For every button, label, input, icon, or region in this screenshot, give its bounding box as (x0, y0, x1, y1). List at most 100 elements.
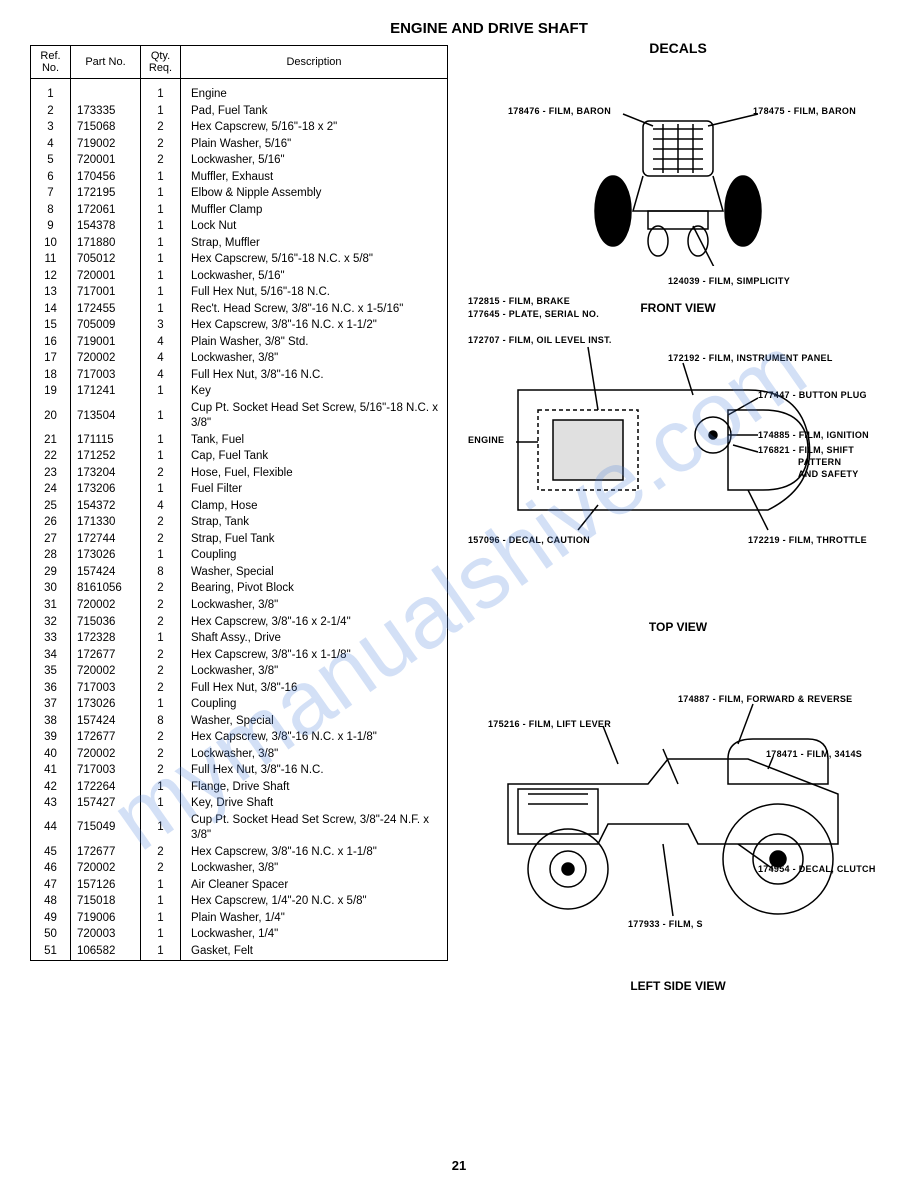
diagram-label: 172219 - FILM, THROTTLE (748, 535, 867, 545)
cell-qty: 1 (141, 169, 181, 186)
cell-ref: 47 (31, 877, 71, 894)
cell-qty: 1 (141, 894, 181, 911)
table-row: 487150181Hex Capscrew, 1/4"-20 N.C. x 5/… (31, 894, 448, 911)
cell-part: 720002 (71, 861, 141, 878)
cell-part: 171252 (71, 449, 141, 466)
table-row: 261713302Strap, Tank (31, 515, 448, 532)
cell-desc: Hex Capscrew, 5/16"-18 x 2" (181, 120, 448, 137)
cell-ref: 2 (31, 103, 71, 120)
table-row: 141724551Rec't. Head Screw, 3/8"-16 N.C.… (31, 301, 448, 318)
cell-qty: 1 (141, 631, 181, 648)
cell-part: 715018 (71, 894, 141, 911)
cell-ref: 48 (31, 894, 71, 911)
cell-ref: 29 (31, 564, 71, 581)
cell-part: 173026 (71, 548, 141, 565)
cell-ref: 17 (31, 351, 71, 368)
top-view-diagram: 172707 - FILM, OIL LEVEL INST.172192 - F… (468, 335, 888, 615)
diagram-label: 175216 - FILM, LIFT LEVER (488, 719, 611, 729)
cell-part: 720002 (71, 746, 141, 763)
table-row: 137170011Full Hex Nut, 5/16"-18 N.C. (31, 285, 448, 302)
top-view-title: TOP VIEW (468, 620, 888, 634)
cell-part: 719006 (71, 910, 141, 927)
cell-desc: Gasket, Felt (181, 943, 448, 960)
cell-ref: 27 (31, 531, 71, 548)
cell-qty: 1 (141, 877, 181, 894)
table-row: 57200012Lockwasher, 5/16" (31, 153, 448, 170)
cell-qty: 4 (141, 334, 181, 351)
table-row: 391726772Hex Capscrew, 3/8"-16 N.C. x 1-… (31, 730, 448, 747)
table-row: 157050093Hex Capscrew, 3/8"-16 N.C. x 1-… (31, 318, 448, 335)
diagram-label: 172707 - FILM, OIL LEVEL INST. (468, 335, 612, 345)
cell-ref: 38 (31, 713, 71, 730)
cell-desc: Coupling (181, 697, 448, 714)
table-row: 91543781Lock Nut (31, 219, 448, 236)
table-row: 37150682Hex Capscrew, 5/16"-18 x 2" (31, 120, 448, 137)
table-row: 467200022Lockwasher, 3/8" (31, 861, 448, 878)
cell-ref: 23 (31, 465, 71, 482)
table-row: 421722641Flange, Drive Shaft (31, 779, 448, 796)
diagram-label: 178476 - FILM, BARON (508, 106, 611, 116)
cell-part: 157424 (71, 564, 141, 581)
cell-qty: 1 (141, 432, 181, 449)
cell-desc: Fuel Filter (181, 482, 448, 499)
cell-desc: Muffler Clamp (181, 202, 448, 219)
cell-part: 157427 (71, 796, 141, 813)
cell-ref: 37 (31, 697, 71, 714)
cell-desc: Hex Capscrew, 3/8"-16 x 1-1/8" (181, 647, 448, 664)
cell-qty: 2 (141, 647, 181, 664)
table-row: 11Engine (31, 87, 448, 104)
cell-desc: Cap, Fuel Tank (181, 449, 448, 466)
cell-part: 715068 (71, 120, 141, 137)
cell-qty: 2 (141, 730, 181, 747)
cell-desc: Clamp, Hose (181, 498, 448, 515)
cell-ref: 33 (31, 631, 71, 648)
cell-ref: 43 (31, 796, 71, 813)
cell-qty: 1 (141, 697, 181, 714)
cell-part: 705012 (71, 252, 141, 269)
cell-qty: 2 (141, 844, 181, 861)
cell-part: 157424 (71, 713, 141, 730)
table-row: 317200022Lockwasher, 3/8" (31, 597, 448, 614)
cell-qty: 1 (141, 943, 181, 960)
cell-ref: 51 (31, 943, 71, 960)
table-row: 47190022Plain Washer, 5/16" (31, 136, 448, 153)
cell-part: 717003 (71, 680, 141, 697)
table-row: 407200022Lockwasher, 3/8" (31, 746, 448, 763)
cell-part: 172455 (71, 301, 141, 318)
cell-part: 170456 (71, 169, 141, 186)
cell-part: 173335 (71, 103, 141, 120)
cell-ref: 21 (31, 432, 71, 449)
cell-ref: 26 (31, 515, 71, 532)
cell-ref: 5 (31, 153, 71, 170)
cell-desc: Hex Capscrew, 3/8"-16 x 2-1/4" (181, 614, 448, 631)
cell-part: 172677 (71, 647, 141, 664)
cell-ref: 28 (31, 548, 71, 565)
cell-ref: 41 (31, 763, 71, 780)
cell-desc: Hex Capscrew, 3/8"-16 N.C. x 1-1/8" (181, 844, 448, 861)
cell-qty: 1 (141, 268, 181, 285)
cell-ref: 8 (31, 202, 71, 219)
table-row: 497190061Plain Washer, 1/4" (31, 910, 448, 927)
cell-desc: Tank, Fuel (181, 432, 448, 449)
cell-desc: Full Hex Nut, 3/8"-16 (181, 680, 448, 697)
cell-desc: Muffler, Exhaust (181, 169, 448, 186)
cell-ref: 39 (31, 730, 71, 747)
header-qty: Qty.Req. (141, 46, 181, 79)
cell-ref: 31 (31, 597, 71, 614)
cell-desc: Air Cleaner Spacer (181, 877, 448, 894)
cell-qty: 4 (141, 351, 181, 368)
table-row: 447150491Cup Pt. Socket Head Set Screw, … (31, 812, 448, 844)
diagram-label: 178471 - FILM, 3414S (766, 749, 862, 759)
cell-ref: 36 (31, 680, 71, 697)
cell-desc: Lock Nut (181, 219, 448, 236)
table-row: 431574271Key, Drive Shaft (31, 796, 448, 813)
diagram-label: 177645 - PLATE, SERIAL NO. (468, 309, 599, 319)
table-row: 191712411Key (31, 384, 448, 401)
cell-ref: 16 (31, 334, 71, 351)
cell-qty: 1 (141, 796, 181, 813)
side-view-title: LEFT SIDE VIEW (468, 979, 888, 993)
diagram-label: ENGINE (468, 435, 504, 445)
table-row: 167190014Plain Washer, 3/8" Std. (31, 334, 448, 351)
cell-part: 171241 (71, 384, 141, 401)
table-row: 451726772Hex Capscrew, 3/8"-16 N.C. x 1-… (31, 844, 448, 861)
